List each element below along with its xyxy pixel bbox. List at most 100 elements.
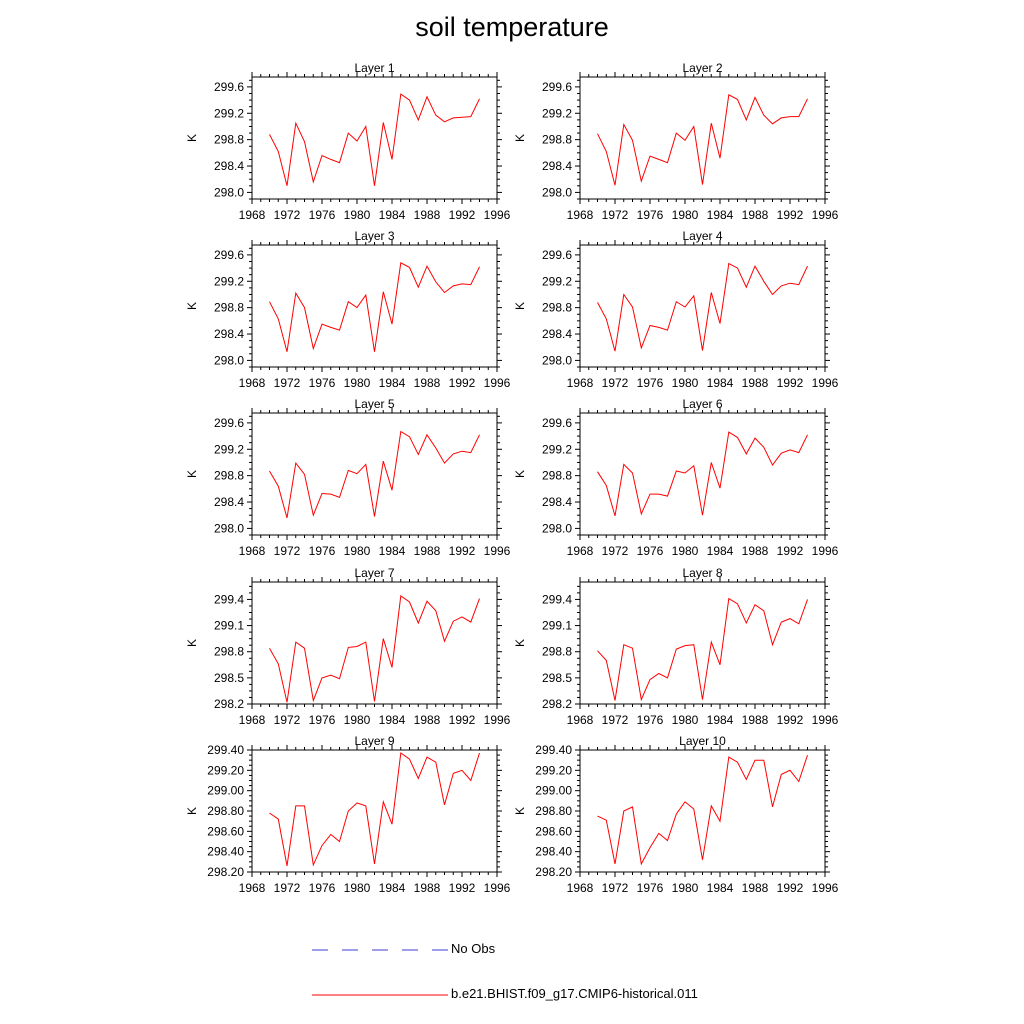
x-tick-label: 1972 xyxy=(274,376,301,390)
panel-layer-5: Layer 5 1968 1972 1976 1980 1984 1988 1992 1996 2… xyxy=(185,397,511,558)
x-tick-label: 1996 xyxy=(484,713,511,727)
x-tick-label: 1984 xyxy=(379,544,406,558)
x-tick-label: 1984 xyxy=(707,376,734,390)
x-tick-label: 1972 xyxy=(274,713,301,727)
y-axis-label: K xyxy=(185,302,199,310)
x-tick-label: 1984 xyxy=(707,208,734,222)
y-axis-label: K xyxy=(513,470,527,478)
x-tick-label: 1976 xyxy=(637,208,664,222)
x-tick-label: 1988 xyxy=(742,544,769,558)
x-tick-label: 1996 xyxy=(484,208,511,222)
x-tick-label: 1968 xyxy=(239,208,266,222)
y-axis-label: K xyxy=(185,639,199,647)
x-tick-label: 1984 xyxy=(379,376,406,390)
plot-frame xyxy=(251,76,498,200)
x-tick-label: 1972 xyxy=(602,376,629,390)
y-tick-label: 298.4 xyxy=(214,327,244,341)
x-tick-label: 1980 xyxy=(672,881,699,895)
y-tick-label: 298.0 xyxy=(542,521,572,535)
panel-layer-1: Layer 1 1968 1972 1976 1980 1984 1988 1992 1996 2… xyxy=(185,61,511,222)
x-tick-label: 1988 xyxy=(742,881,769,895)
y-tick-label: 299.1 xyxy=(542,619,572,633)
y-tick-label: 298.4 xyxy=(214,495,244,509)
x-tick-label: 1972 xyxy=(274,881,301,895)
legend-no-obs-swatch xyxy=(312,949,448,951)
panel-layer-4: Layer 4 1968 1972 1976 1980 1984 1988 1992 1996 2… xyxy=(513,229,839,390)
figure-title: soil temperature xyxy=(415,12,609,42)
y-axis-label: K xyxy=(513,302,527,310)
x-tick-label: 1972 xyxy=(274,208,301,222)
x-tick-label: 1992 xyxy=(777,376,804,390)
y-tick-label: 298.4 xyxy=(542,327,572,341)
x-tick-label: 1996 xyxy=(812,376,839,390)
plot-frame xyxy=(579,412,826,536)
x-tick-label: 1980 xyxy=(672,208,699,222)
y-tick-label: 298.5 xyxy=(542,671,572,685)
x-tick-label: 1980 xyxy=(672,376,699,390)
x-tick-label: 1992 xyxy=(449,881,476,895)
plot-frame xyxy=(251,581,498,705)
panel-layer-9: Layer 9 1968 1972 1976 1980 1984 1988 1992 1996 2… xyxy=(185,734,511,895)
y-tick-label: 298.8 xyxy=(214,301,244,315)
y-tick-label: 298.0 xyxy=(542,353,572,367)
plot-frame xyxy=(579,76,826,200)
series-line xyxy=(269,595,480,703)
x-tick-label: 1980 xyxy=(672,544,699,558)
legend-no-obs: No Obs xyxy=(312,940,612,960)
x-tick-label: 1988 xyxy=(414,376,441,390)
panel-title: Layer 4 xyxy=(682,229,722,243)
panel-title: Layer 6 xyxy=(682,397,722,411)
series-line xyxy=(597,262,808,352)
x-tick-label: 1968 xyxy=(239,544,266,558)
y-tick-label: 298.4 xyxy=(542,495,572,509)
y-tick-label: 298.8 xyxy=(214,645,244,659)
panel-title: Layer 3 xyxy=(354,229,394,243)
x-tick-label: 1984 xyxy=(379,881,406,895)
y-tick-label: 298.40 xyxy=(207,845,244,859)
x-tick-label: 1996 xyxy=(812,881,839,895)
x-tick-label: 1976 xyxy=(637,881,664,895)
y-tick-label: 299.2 xyxy=(214,106,244,120)
y-tick-label: 298.4 xyxy=(542,159,572,173)
y-axis-label: K xyxy=(513,807,527,815)
plot-frame xyxy=(579,581,826,705)
x-tick-label: 1984 xyxy=(707,881,734,895)
x-tick-label: 1968 xyxy=(567,544,594,558)
series-line xyxy=(597,754,808,866)
x-tick-label: 1980 xyxy=(672,713,699,727)
y-tick-label: 299.00 xyxy=(207,784,244,798)
y-tick-label: 299.4 xyxy=(542,592,572,606)
x-tick-label: 1968 xyxy=(567,208,594,222)
x-tick-label: 1996 xyxy=(484,544,511,558)
y-tick-label: 298.20 xyxy=(207,865,244,879)
series-line xyxy=(269,430,480,519)
y-tick-label: 298.60 xyxy=(207,824,244,838)
x-tick-label: 1996 xyxy=(812,713,839,727)
y-tick-label: 299.1 xyxy=(214,619,244,633)
panel-title: Layer 10 xyxy=(679,734,726,748)
y-tick-label: 298.5 xyxy=(214,671,244,685)
x-tick-label: 1984 xyxy=(707,544,734,558)
y-axis-label: K xyxy=(185,134,199,142)
x-tick-label: 1972 xyxy=(274,544,301,558)
x-tick-label: 1980 xyxy=(344,376,371,390)
y-tick-label: 298.0 xyxy=(214,353,244,367)
x-tick-label: 1968 xyxy=(239,376,266,390)
x-tick-label: 1976 xyxy=(637,713,664,727)
y-tick-label: 299.20 xyxy=(207,763,244,777)
y-tick-label: 299.2 xyxy=(542,442,572,456)
y-tick-label: 299.00 xyxy=(535,784,572,798)
panel-title: Layer 7 xyxy=(354,566,394,580)
x-tick-label: 1988 xyxy=(414,881,441,895)
y-tick-label: 298.8 xyxy=(542,301,572,315)
panel-layer-7: Layer 7 1968 1972 1976 1980 1984 1988 1992 1996 2… xyxy=(185,566,511,727)
y-tick-label: 298.2 xyxy=(542,697,572,711)
panel-title: Layer 9 xyxy=(354,734,394,748)
x-tick-label: 1996 xyxy=(812,208,839,222)
panel-title: Layer 2 xyxy=(682,61,722,75)
x-tick-label: 1996 xyxy=(484,376,511,390)
y-tick-label: 299.6 xyxy=(542,416,572,430)
x-tick-label: 1988 xyxy=(742,713,769,727)
y-tick-label: 299.6 xyxy=(542,248,572,262)
